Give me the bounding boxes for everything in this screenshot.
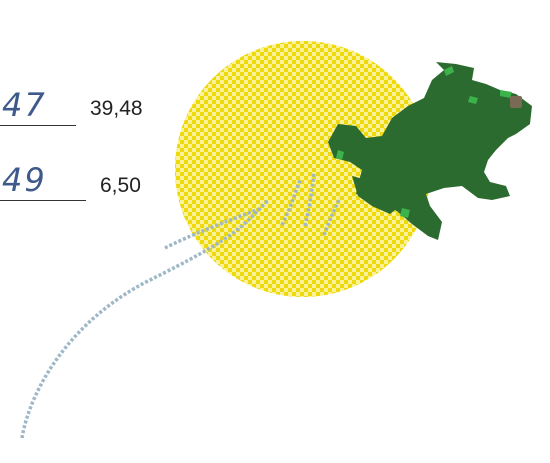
frog-eye (510, 96, 522, 108)
value-label-2: 6,50 (100, 174, 141, 197)
sun-icon (175, 41, 431, 297)
handwritten-number-1: 47 (2, 86, 47, 124)
answer-line-2 (0, 200, 86, 201)
answer-line-1 (0, 125, 76, 126)
frog-icon (328, 62, 532, 240)
jump-trail (20, 172, 342, 439)
handwritten-number-2: 49 (2, 161, 47, 199)
value-label-1: 39,48 (90, 97, 143, 120)
